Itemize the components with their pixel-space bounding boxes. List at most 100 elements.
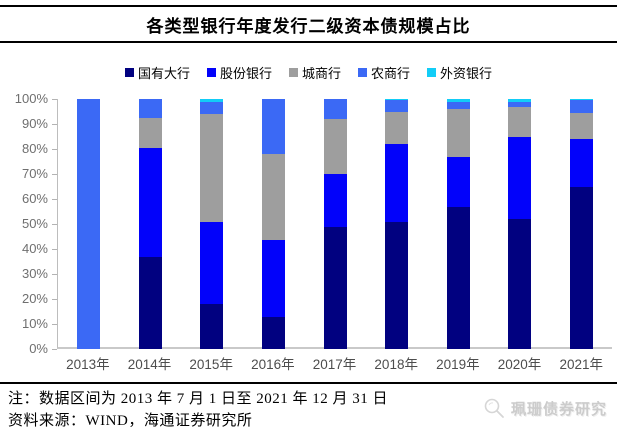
bar-segment-国有大行 — [508, 219, 532, 349]
legend-swatch-icon — [288, 67, 298, 77]
bar-segment-农商行 — [200, 101, 224, 114]
y-axis-tick-label: 10% — [21, 316, 48, 331]
bar-segment-股份银行 — [261, 240, 285, 317]
bar-segment-股份银行 — [323, 174, 347, 227]
plot-area — [57, 99, 612, 349]
stacked-bar-2016年 — [261, 99, 285, 349]
bar-segment-城商行 — [446, 109, 470, 157]
legend-label: 国有大行 — [137, 65, 190, 81]
legend-item: 外资银行 — [427, 63, 492, 82]
y-axis-tick-label: 100% — [14, 91, 48, 106]
bar-segment-国有大行 — [446, 206, 470, 349]
stacked-bar-2015年 — [200, 99, 224, 349]
y-axis-tick-mark — [52, 223, 57, 225]
y-axis-tick-mark — [52, 273, 57, 275]
bar-slot — [366, 99, 428, 349]
bar-slot — [551, 99, 613, 349]
bar-segment-股份银行 — [446, 156, 470, 207]
bar-slot — [489, 99, 551, 349]
y-axis-tick-label: 20% — [21, 291, 48, 306]
legend-label: 农商行 — [371, 65, 411, 81]
bar-segment-国有大行 — [138, 256, 162, 349]
x-axis-tick-label: 2017年 — [312, 357, 357, 372]
legend-item: 城商行 — [288, 63, 341, 82]
x-axis-tick-label: 2014年 — [127, 357, 172, 372]
legend-item: 国有大行 — [124, 63, 190, 82]
y-axis: 0% 10% 20% 30% 40% 50% 60% 70% 80% 90% 100% — [0, 91, 57, 356]
stacked-bar-2020年 — [508, 99, 532, 349]
bar-segment-股份银行 — [200, 221, 224, 304]
legend-swatch-icon — [358, 67, 367, 77]
bar-slot — [58, 99, 120, 349]
bar-segment-国有大行 — [200, 304, 224, 349]
y-axis-tick-label: 30% — [21, 266, 48, 281]
bars-container — [58, 99, 612, 349]
bar-slot — [304, 99, 366, 349]
y-axis-tick-label: 0% — [29, 341, 48, 356]
note-source: 资料来源：WIND，海通证券研究所 — [8, 413, 253, 429]
x-axis-tick-label: 2021年 — [559, 357, 603, 372]
footer-divider — [0, 382, 617, 384]
legend-swatch-icon — [427, 67, 437, 77]
y-axis-tick-label: 80% — [21, 141, 48, 156]
bar-segment-农商行 — [261, 99, 285, 154]
y-axis-tick-label: 90% — [21, 116, 48, 131]
bar-segment-股份银行 — [569, 139, 593, 187]
x-axis-tick-label: 2015年 — [189, 357, 233, 372]
bar-segment-城商行 — [138, 117, 162, 148]
bar-segment-农商行 — [569, 100, 593, 113]
y-axis-tick-label: 50% — [21, 216, 48, 231]
stacked-bar-2021年 — [569, 99, 593, 349]
y-axis-tick-mark — [52, 323, 57, 325]
y-axis-tick-mark — [52, 348, 57, 350]
bar-segment-股份银行 — [138, 147, 162, 257]
legend-item: 农商行 — [358, 63, 410, 82]
bar-segment-外资银行 — [200, 99, 224, 102]
bar-slot — [120, 99, 182, 349]
bar-segment-城商行 — [508, 106, 532, 137]
x-axis-tick-label: 2018年 — [374, 357, 418, 372]
stacked-bar-2013年 — [77, 99, 101, 349]
bar-segment-外资银行 — [569, 99, 593, 101]
footnotes: 注：数据区间为 2013 年 7 月 1 日至 2021 年 12 月 31 日… — [8, 388, 478, 432]
bar-segment-农商行 — [77, 99, 101, 349]
chart-area: 0% 10% 20% 30% 40% 50% 60% 70% 80% 90% 100% — [0, 91, 617, 356]
y-axis-tick-mark — [52, 298, 57, 300]
x-axis-tick-label: 2019年 — [436, 357, 480, 372]
bar-slot — [243, 99, 305, 349]
bar-segment-农商行 — [138, 99, 162, 118]
y-axis-tick-label: 60% — [21, 191, 48, 206]
y-axis-tick-label: 70% — [21, 166, 48, 181]
bar-segment-外资银行 — [446, 99, 470, 102]
bar-segment-外资银行 — [508, 99, 532, 102]
bar-segment-国有大行 — [323, 226, 347, 349]
bar-segment-国有大行 — [385, 221, 409, 349]
y-axis-tick-mark — [52, 248, 57, 250]
bar-segment-外资银行 — [385, 99, 409, 101]
stacked-bar-2019年 — [446, 99, 470, 349]
chart-title: 各类型银行年度发行二级资本债规模占比 — [146, 16, 471, 36]
bar-segment-城商行 — [261, 154, 285, 241]
chart-title-box: 各类型银行年度发行二级资本债规模占比 — [0, 5, 617, 43]
bar-segment-城商行 — [323, 119, 347, 174]
bar-segment-国有大行 — [261, 316, 285, 349]
watermark-text: 珮珊债券研究 — [510, 401, 607, 418]
x-axis: 2013年 2014年 2015年 2016年 2017年 2018年 2019年 2020年… — [57, 353, 612, 373]
y-axis-tick-label: 40% — [21, 241, 48, 256]
legend-item: 股份银行 — [206, 63, 272, 82]
bar-segment-农商行 — [323, 99, 347, 119]
legend-swatch-icon — [206, 67, 216, 77]
bar-segment-农商行 — [508, 101, 532, 107]
y-axis-tick-mark — [52, 148, 57, 150]
legend-label: 外资银行 — [440, 65, 493, 81]
x-axis-tick-label: 2020年 — [497, 357, 542, 372]
bar-segment-农商行 — [446, 101, 470, 109]
legend-label: 城商行 — [301, 65, 341, 81]
bar-segment-国有大行 — [569, 186, 593, 349]
y-axis-tick-mark — [52, 123, 57, 125]
y-axis-tick-mark — [52, 173, 57, 175]
chart-legend: 国有大行 股份银行 城商行 农商行 外资银行 — [0, 63, 617, 81]
note-data-range: 注：数据区间为 2013 年 7 月 1 日至 2021 年 12 月 31 日 — [8, 391, 389, 407]
watermark: 珮珊债券研究 — [482, 396, 607, 420]
